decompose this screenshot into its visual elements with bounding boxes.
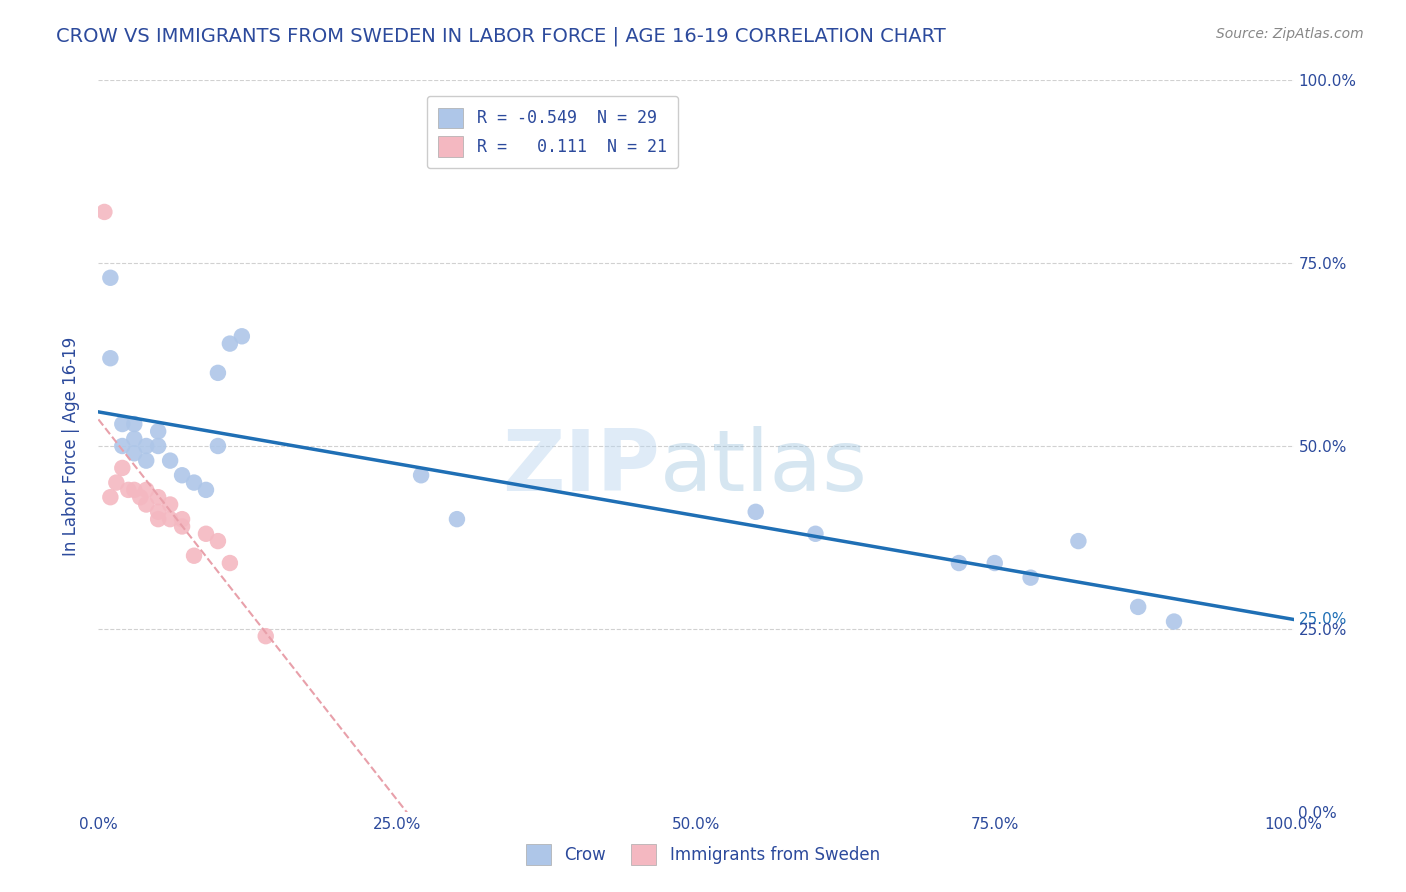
Point xyxy=(195,483,218,497)
Text: CROW VS IMMIGRANTS FROM SWEDEN IN LABOR FORCE | AGE 16-19 CORRELATION CHART: CROW VS IMMIGRANTS FROM SWEDEN IN LABOR … xyxy=(56,27,946,46)
Point xyxy=(159,453,181,467)
Point xyxy=(984,556,1007,570)
Point xyxy=(231,329,253,343)
Point xyxy=(135,439,157,453)
Point xyxy=(124,432,146,446)
Point xyxy=(411,468,433,483)
Text: atlas: atlas xyxy=(661,426,868,509)
Y-axis label: In Labor Force | Age 16-19: In Labor Force | Age 16-19 xyxy=(62,336,80,556)
Point xyxy=(105,475,128,490)
Point xyxy=(183,475,205,490)
Point xyxy=(135,498,157,512)
Point xyxy=(219,336,242,351)
Point xyxy=(124,446,146,460)
Point xyxy=(111,439,134,453)
Text: Source: ZipAtlas.com: Source: ZipAtlas.com xyxy=(1216,27,1364,41)
Point xyxy=(207,366,229,380)
Point xyxy=(98,270,122,285)
Point xyxy=(183,549,205,563)
Text: ZIP: ZIP xyxy=(502,426,661,509)
Point xyxy=(745,505,768,519)
Point xyxy=(98,490,122,504)
Point xyxy=(93,205,115,219)
Point xyxy=(446,512,468,526)
Point xyxy=(124,483,146,497)
Point xyxy=(135,483,157,497)
Point xyxy=(172,468,194,483)
Point xyxy=(148,425,170,439)
Point xyxy=(129,490,152,504)
Text: 25.0%: 25.0% xyxy=(1299,612,1347,627)
Point xyxy=(172,519,194,533)
Point xyxy=(124,417,146,431)
Point xyxy=(111,461,134,475)
Point xyxy=(135,453,157,467)
Point xyxy=(207,534,229,549)
Point xyxy=(111,417,134,431)
Point xyxy=(1163,615,1185,629)
Point xyxy=(195,526,218,541)
Point xyxy=(1128,599,1150,614)
Point xyxy=(148,512,170,526)
Point xyxy=(159,512,181,526)
Point xyxy=(159,498,181,512)
Point xyxy=(117,483,139,497)
Point xyxy=(98,351,122,366)
Point xyxy=(207,439,229,453)
Point xyxy=(148,505,170,519)
Point xyxy=(1019,571,1042,585)
Point xyxy=(219,556,242,570)
Legend: Crow, Immigrants from Sweden: Crow, Immigrants from Sweden xyxy=(516,834,890,875)
Point xyxy=(148,490,170,504)
Legend: R = -0.549  N = 29, R =   0.111  N = 21: R = -0.549 N = 29, R = 0.111 N = 21 xyxy=(427,96,678,169)
Point xyxy=(254,629,277,643)
Point xyxy=(948,556,970,570)
Point xyxy=(172,512,194,526)
Point xyxy=(804,526,827,541)
Point xyxy=(148,439,170,453)
Point xyxy=(1067,534,1090,549)
